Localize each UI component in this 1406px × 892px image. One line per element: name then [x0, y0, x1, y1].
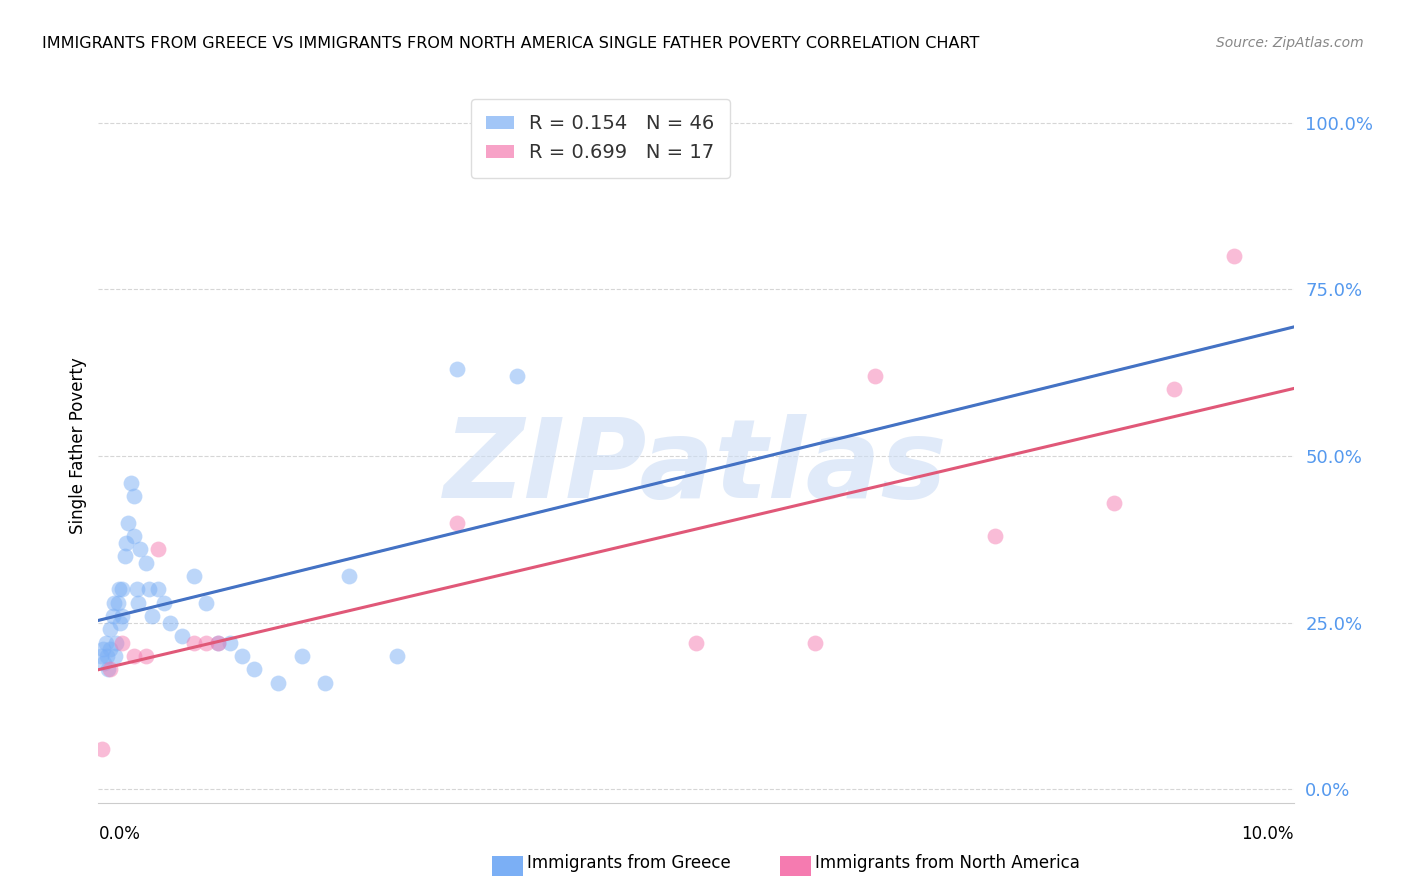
Point	[97, 662, 120, 676]
Point	[124, 649, 146, 664]
Point	[93, 656, 115, 670]
Point	[207, 636, 229, 650]
Text: Immigrants from North America: Immigrants from North America	[815, 855, 1080, 872]
Y-axis label: Single Father Poverty: Single Father Poverty	[69, 358, 87, 534]
Point	[120, 475, 142, 490]
Point	[153, 596, 176, 610]
Point	[1104, 496, 1126, 510]
Point	[104, 649, 127, 664]
Point	[148, 542, 170, 557]
Point	[506, 368, 529, 383]
Point	[804, 636, 827, 650]
Point	[1163, 382, 1185, 396]
Point	[446, 516, 468, 530]
Point	[291, 649, 314, 664]
Point	[984, 529, 1007, 543]
Point	[98, 642, 122, 657]
Point	[117, 516, 139, 530]
Point	[135, 556, 157, 570]
Text: ZIPatlas: ZIPatlas	[444, 414, 948, 521]
Point	[243, 662, 266, 676]
Point	[98, 662, 122, 676]
Point	[148, 582, 170, 597]
Point	[124, 529, 146, 543]
Point	[108, 615, 131, 630]
Point	[107, 596, 129, 610]
Text: Immigrants from Greece: Immigrants from Greece	[527, 855, 731, 872]
Point	[101, 609, 124, 624]
Point	[339, 569, 361, 583]
Point	[219, 636, 242, 650]
Point	[865, 368, 887, 383]
Point	[129, 542, 152, 557]
Point	[207, 636, 229, 650]
Point	[446, 362, 468, 376]
Point	[114, 549, 136, 563]
Point	[94, 636, 117, 650]
Point	[315, 675, 337, 690]
Point	[159, 615, 181, 630]
Point	[141, 609, 163, 624]
Point	[111, 609, 134, 624]
Point	[172, 629, 194, 643]
Point	[267, 675, 290, 690]
Point	[138, 582, 160, 597]
Text: 0.0%: 0.0%	[98, 825, 141, 843]
Point	[195, 596, 218, 610]
Point	[135, 649, 157, 664]
Point	[685, 636, 707, 650]
Point	[125, 582, 148, 597]
Legend: R = 0.154   N = 46, R = 0.699   N = 17: R = 0.154 N = 46, R = 0.699 N = 17	[471, 99, 730, 178]
Point	[105, 636, 128, 650]
Point	[91, 642, 114, 657]
Point	[385, 649, 409, 664]
Point	[98, 623, 122, 637]
Point	[91, 742, 114, 756]
Point	[111, 636, 134, 650]
Point	[183, 569, 205, 583]
Point	[115, 535, 138, 549]
Point	[195, 636, 218, 650]
Point	[127, 596, 149, 610]
Point	[1223, 249, 1246, 263]
Text: Source: ZipAtlas.com: Source: ZipAtlas.com	[1216, 36, 1364, 50]
Text: 10.0%: 10.0%	[1241, 825, 1294, 843]
Point	[231, 649, 253, 664]
Point	[183, 636, 205, 650]
Point	[103, 596, 125, 610]
Point	[90, 649, 112, 664]
Point	[111, 582, 134, 597]
Text: IMMIGRANTS FROM GREECE VS IMMIGRANTS FROM NORTH AMERICA SINGLE FATHER POVERTY CO: IMMIGRANTS FROM GREECE VS IMMIGRANTS FRO…	[42, 36, 980, 51]
Point	[124, 489, 146, 503]
Point	[96, 649, 118, 664]
Point	[107, 582, 129, 597]
